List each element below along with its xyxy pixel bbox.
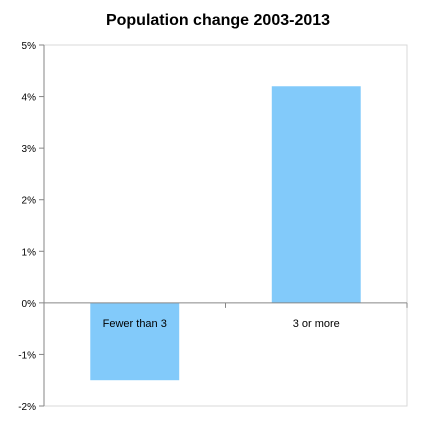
y-tick-label: 5% — [22, 41, 37, 52]
x-axis — [43, 302, 408, 308]
y-tick-label: 2% — [22, 196, 37, 207]
y-tick-label: 0% — [22, 299, 37, 310]
chart-title: Population change 2003-2013 — [106, 12, 330, 29]
y-tick-label: 4% — [22, 93, 37, 104]
category-label-1: 3 or more — [293, 318, 340, 330]
category-label-0: Fewer than 3 — [103, 318, 167, 330]
y-tick-label: 1% — [22, 247, 37, 258]
bars: Fewer than 3 3 or more — [90, 86, 361, 381]
y-tick-label: -2% — [18, 402, 36, 413]
y-tick-label: -1% — [18, 350, 36, 361]
y-tick-label: 3% — [22, 144, 37, 155]
y-axis: 5% 4% 3% 2% 1% 0% -1% -2% — [18, 41, 45, 413]
bar-1 — [271, 86, 361, 303]
bar-0 — [90, 302, 180, 381]
